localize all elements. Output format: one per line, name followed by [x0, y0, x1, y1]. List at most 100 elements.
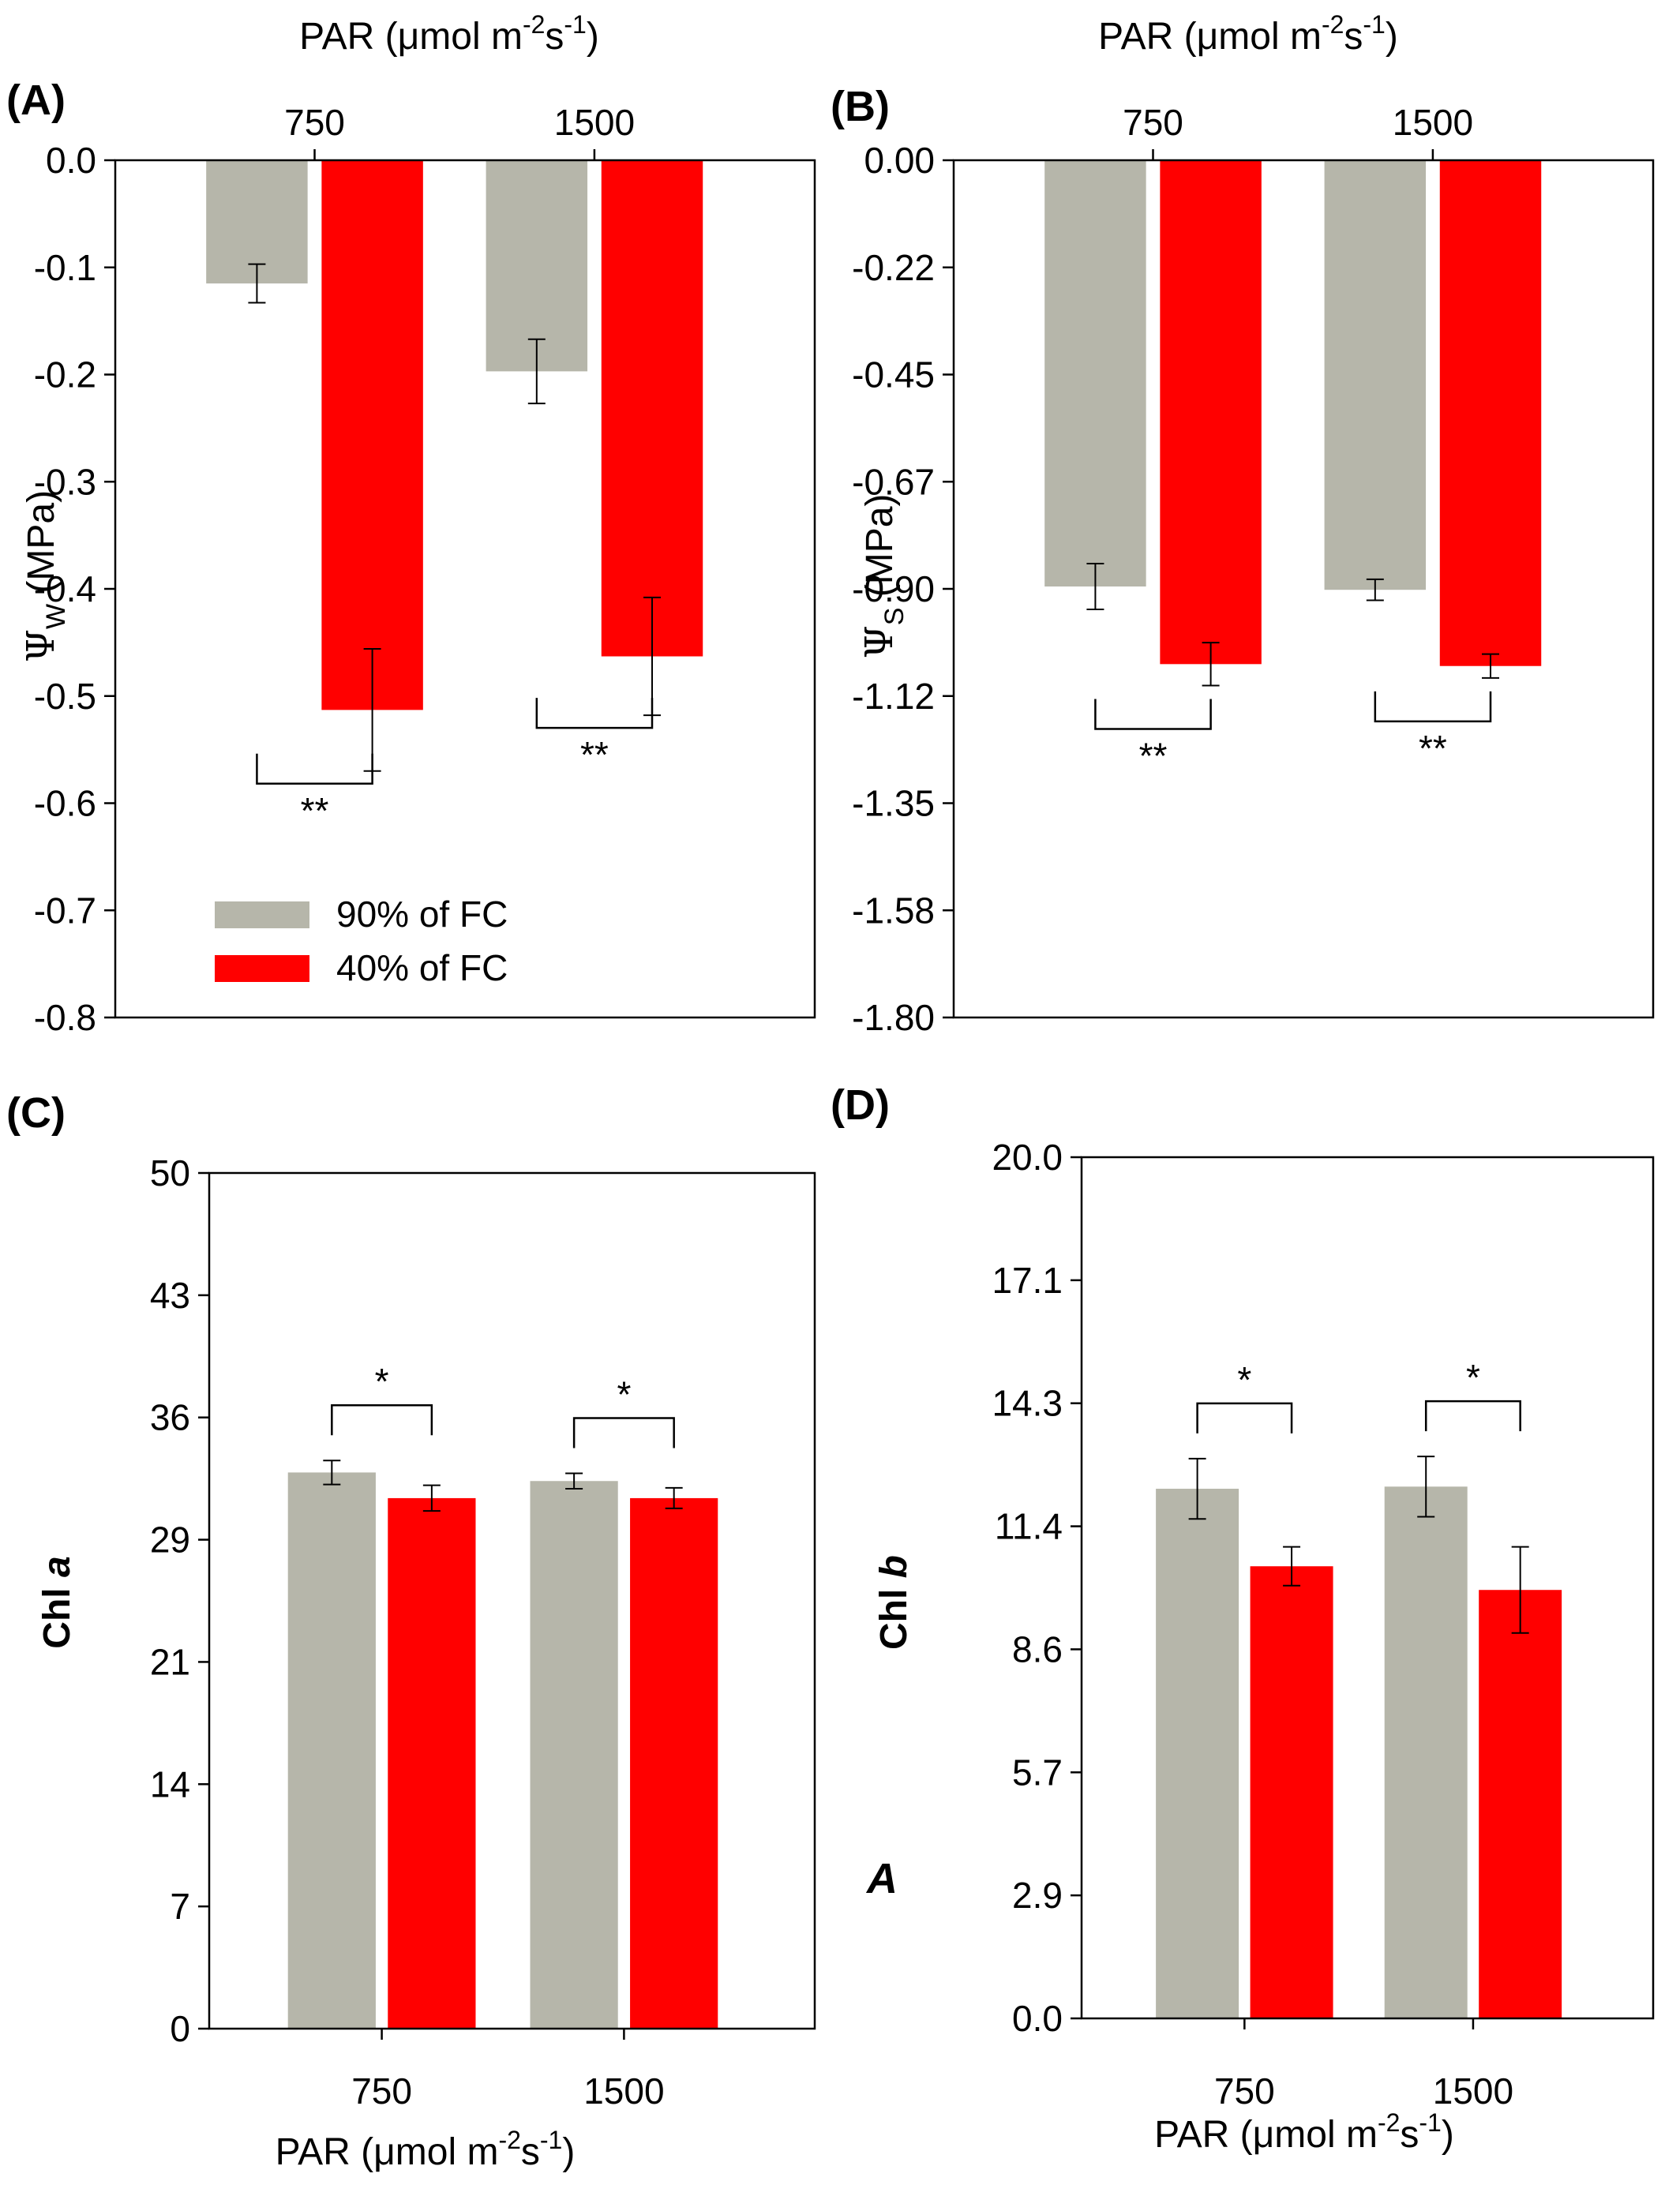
- x-axis-title-superscript: -2: [523, 10, 545, 39]
- panel-label: (C): [6, 1089, 66, 1137]
- x-axis-title-superscript: -1: [564, 10, 586, 39]
- legend: 90% of FC 40% of FC: [215, 894, 508, 988]
- y-tick-label: 21: [150, 1641, 190, 1682]
- x-axis-title-text: s: [1400, 2114, 1419, 2156]
- x-axis-title-text: s: [521, 2131, 540, 2173]
- significance-marker: **: [580, 734, 609, 775]
- x-tick-label: 1500: [554, 102, 635, 143]
- bar-fc90-1500: [530, 1481, 618, 2029]
- x-axis-title-mu: μ: [398, 16, 420, 58]
- y-tick-label: -0.3: [34, 461, 96, 502]
- significance-marker: **: [1139, 735, 1168, 776]
- x-tick-label: 750: [284, 102, 345, 143]
- y-tick-label: -1.12: [852, 676, 935, 717]
- y-tick-label: 5.7: [1012, 1752, 1063, 1793]
- y-tick-label: 0.0: [1012, 1998, 1063, 2039]
- y-tick-label: 50: [150, 1152, 190, 1194]
- significance-bracket: [572, 1417, 675, 1448]
- plot-frame: [114, 159, 816, 1019]
- bar-fc40-750: [321, 160, 423, 710]
- y-axis-title-text: Chl: [873, 1578, 915, 1650]
- y-axis-title: ΨW (MPa): [19, 490, 71, 662]
- y-axis-title: Chl a: [36, 1556, 78, 1648]
- y-axis-title-subscript: W: [41, 604, 71, 629]
- x-axis-title-text: s: [545, 16, 564, 58]
- significance-marker: **: [301, 790, 329, 831]
- significance-marker: *: [375, 1361, 389, 1402]
- y-tick-label: 7: [170, 1886, 190, 1927]
- bar-fc90-750: [287, 1472, 376, 2029]
- y-tick-label: -0.67: [852, 461, 935, 502]
- panel-label: (B): [831, 83, 890, 130]
- y-tick-label: -0.8: [34, 997, 96, 1038]
- significance-marker: *: [1237, 1359, 1251, 1400]
- x-axis-title-text: PAR (: [1154, 2114, 1252, 2156]
- bar-fc40-750: [1250, 1566, 1333, 2018]
- x-axis-title-superscript: -2: [1378, 2108, 1400, 2137]
- bar-fc90-750: [1044, 160, 1146, 586]
- y-tick-label: -0.45: [852, 354, 935, 395]
- legend-swatch: [215, 901, 309, 928]
- bar-fc40-1500: [1439, 160, 1542, 666]
- bar-fc40-750: [1160, 160, 1262, 665]
- bar-fc40-1500: [630, 1497, 718, 2029]
- x-axis-title-superscript: -2: [1322, 10, 1344, 39]
- y-tick-label: 2.9: [1012, 1875, 1063, 1916]
- x-tick-label: 1500: [1433, 2070, 1513, 2112]
- significance-bracket: [331, 1403, 433, 1436]
- bar-fc90-750: [1156, 1489, 1239, 2018]
- bar-fc40-1500: [601, 160, 703, 657]
- x-axis-title: PAR (μmol m-2s-1): [299, 10, 599, 58]
- significance-bracket: [535, 698, 654, 729]
- legend-label: 40% of FC: [336, 947, 508, 988]
- x-tick-label: 1500: [1393, 102, 1473, 143]
- y-tick-label: 17.1: [992, 1260, 1063, 1301]
- y-tick-label: 11.4: [995, 1506, 1063, 1547]
- panel-b: ** ** 0.00 -0.22 -0.45 -0.67 -0.90 -1.12 -1.35 -1…: [831, 10, 1655, 1038]
- legend-label: 90% of FC: [336, 894, 508, 935]
- y-tick-label: -0.2: [34, 354, 96, 395]
- significance-marker: *: [617, 1373, 631, 1415]
- significance-bracket: [1374, 691, 1492, 723]
- x-axis-title-text: PAR (: [299, 16, 397, 58]
- x-axis-title: PAR (μmol m-2s-1): [276, 2126, 576, 2173]
- y-tick-label: 8.6: [1012, 1628, 1063, 1669]
- y-tick-label: 36: [150, 1397, 190, 1438]
- y-axis-title-text: (MPa): [859, 494, 901, 608]
- x-axis-title-text: mol m: [1274, 2114, 1378, 2156]
- y-axis-title-italic: a: [36, 1556, 78, 1577]
- x-axis-title-text: ): [562, 2131, 575, 2173]
- plot-frame: [1080, 1156, 1655, 2020]
- x-axis-title-mu: μ: [373, 2131, 396, 2173]
- x-axis-title-text: mol m: [419, 16, 523, 58]
- panel-label: (A): [6, 77, 66, 124]
- y-tick-label: 14.3: [992, 1383, 1063, 1424]
- x-tick-label: 750: [351, 2070, 412, 2112]
- x-axis-title-superscript: -1: [1363, 10, 1385, 39]
- y-tick-label: 29: [150, 1520, 190, 1561]
- bar-fc90-1500: [486, 160, 588, 372]
- x-tick-label: 750: [1214, 2070, 1275, 2112]
- y-axis-title-subscript: S: [879, 608, 909, 626]
- y-axis-title-text: Chl: [36, 1577, 78, 1649]
- x-axis-title-superscript: -1: [540, 2126, 562, 2154]
- x-axis-title-mu: μ: [1197, 16, 1219, 58]
- significance-marker: *: [1466, 1357, 1480, 1398]
- y-tick-label: -0.90: [852, 568, 935, 609]
- y-tick-label: 14: [150, 1763, 190, 1804]
- significance-bracket: [1196, 1402, 1293, 1433]
- panel-label: (D): [831, 1081, 890, 1129]
- x-axis-title-text: PAR (: [1098, 16, 1196, 58]
- x-axis-title-text: PAR (: [276, 2131, 373, 2173]
- y-tick-label: -0.22: [852, 247, 935, 288]
- stray-label: A: [865, 1855, 898, 1902]
- significance-bracket: [256, 753, 373, 785]
- y-tick-label: 0.00: [864, 140, 935, 181]
- x-axis-title-text: ): [1386, 16, 1398, 58]
- x-axis-title-text: ): [587, 16, 599, 58]
- y-axis-title-text: (MPa): [21, 490, 62, 604]
- plot-frame: [208, 1171, 816, 2030]
